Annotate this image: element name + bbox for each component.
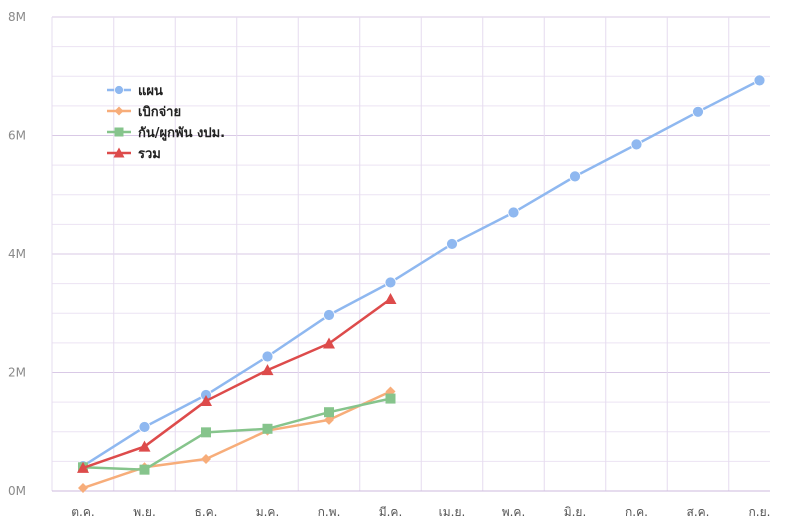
data-point [261,364,274,376]
data-point [384,293,397,305]
x-tick-label: มี.ค. [379,505,403,519]
x-tick-label: พ.ค. [502,505,526,519]
x-tick-label: ก.ย. [749,505,771,519]
legend-label: แผน [138,84,163,99]
data-point [113,147,125,158]
data-point [77,461,89,473]
y-tick-label: 2M [8,366,26,380]
series-line [82,298,392,470]
data-point [324,414,334,425]
data-point [692,105,704,118]
x-tick-label: ส.ค. [687,505,710,519]
x-tick-label: มิ.ย. [564,505,587,519]
x-tick-label: เม.ย. [439,505,466,519]
data-point [446,238,458,250]
x-tick-label: ก.พ. [318,505,341,519]
x-tick-label: ม.ค. [256,505,280,519]
legend-label: เบิกจ่าย [138,105,181,120]
data-point [507,206,520,219]
legend-label: รวม [138,147,161,162]
series-line [82,397,391,471]
data-point [262,423,273,434]
data-point [384,276,397,289]
series [77,293,397,473]
data-point [261,350,274,363]
y-axis-ticks: 0M 2M 4M 6M 8M [8,10,26,498]
legend-item: กัน/ผูกพัน งปม. [107,126,225,141]
data-point [114,106,124,116]
grid [51,16,770,492]
x-axis-ticks: ต.ค. พ.ย. ธ.ค. ม.ค. ก.พ. มี.ค. เม.ย. พ.ค. มิ.ย. ก… [71,505,770,519]
y-tick-label: 8M [8,10,26,24]
legend-item: แผน [107,84,163,99]
data-point [324,407,334,418]
legend-item: รวม [107,147,161,162]
data-point [201,427,211,438]
x-tick-label: ธ.ค. [195,505,218,519]
legend-item: เบิกจ่าย [107,105,181,120]
x-tick-label: พ.ย. [133,505,156,519]
data-point [139,464,150,475]
data-point [385,393,396,404]
data-point [138,421,151,433]
data-point [114,127,124,137]
data-point [569,170,581,183]
y-tick-label: 6M [8,129,26,143]
legend-label: กัน/ผูกพัน งปม. [138,126,225,141]
data-point [78,483,88,494]
x-tick-label: ต.ค. [71,505,94,519]
data-point [114,85,124,95]
data-point [323,309,335,321]
series-lines [77,74,766,494]
data-point [323,337,335,349]
y-tick-label: 0M [8,484,26,498]
series [77,74,766,473]
series-line [82,390,392,490]
y-tick-label: 4M [8,247,26,261]
data-point [138,440,151,452]
data-point [753,74,766,87]
series-line [82,79,761,468]
data-point [200,394,212,406]
data-point [630,138,643,151]
data-point [201,454,211,465]
x-tick-label: ก.ค. [625,505,648,519]
